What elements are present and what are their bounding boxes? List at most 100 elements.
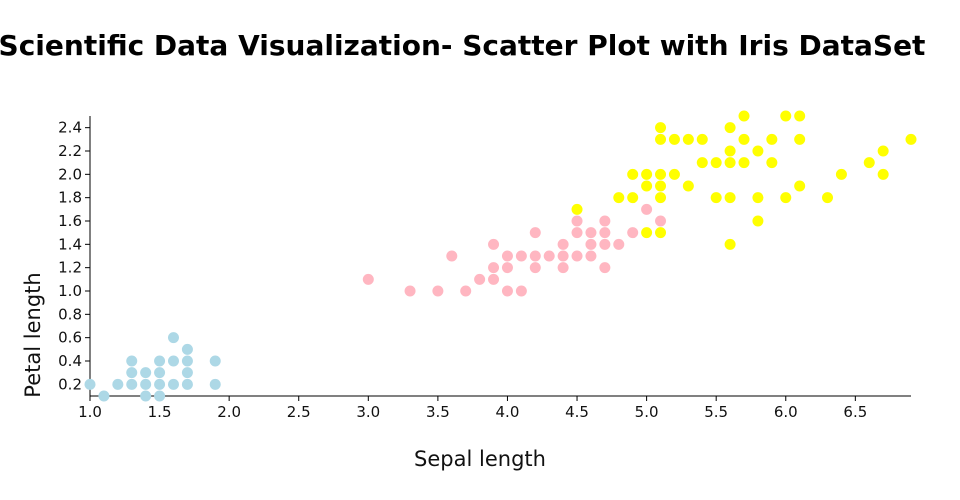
data-point xyxy=(501,250,513,262)
data-point xyxy=(167,378,179,390)
data-point xyxy=(905,133,917,145)
data-point xyxy=(724,238,736,250)
data-point xyxy=(752,192,764,204)
data-point xyxy=(655,192,667,204)
data-point xyxy=(362,273,374,285)
series-2 xyxy=(362,203,667,297)
data-point xyxy=(585,250,597,262)
data-point xyxy=(710,157,722,169)
data-point xyxy=(668,133,680,145)
data-point xyxy=(724,157,736,169)
y-tick-label: 1.6 xyxy=(58,212,82,230)
data-point xyxy=(154,390,166,402)
data-point xyxy=(710,192,722,204)
data-point xyxy=(501,262,513,274)
data-point xyxy=(181,355,193,367)
y-tick-label: 1.4 xyxy=(58,235,82,253)
data-point xyxy=(641,203,653,215)
data-point xyxy=(140,367,152,379)
data-point xyxy=(515,285,527,297)
data-point xyxy=(794,110,806,122)
data-point xyxy=(655,122,667,134)
data-point xyxy=(655,133,667,145)
data-point xyxy=(167,332,179,344)
data-point xyxy=(766,157,778,169)
y-tick-label: 1.2 xyxy=(58,259,82,277)
data-point xyxy=(529,227,541,239)
data-point xyxy=(571,203,583,215)
data-point xyxy=(181,378,193,390)
data-point xyxy=(641,180,653,192)
data-point xyxy=(877,145,889,157)
data-point xyxy=(752,145,764,157)
data-point xyxy=(209,355,221,367)
data-point xyxy=(613,192,625,204)
x-tick-label: 1.0 xyxy=(78,403,102,421)
data-point xyxy=(112,378,124,390)
x-tick-label: 2.0 xyxy=(217,403,241,421)
data-point xyxy=(126,378,138,390)
data-point xyxy=(655,168,667,180)
x-axis-label: Sepal length xyxy=(414,447,546,471)
data-point xyxy=(154,367,166,379)
y-tick-label: 0.4 xyxy=(58,352,82,370)
data-point xyxy=(154,355,166,367)
data-point xyxy=(599,227,611,239)
data-point xyxy=(780,110,792,122)
data-points xyxy=(84,110,917,402)
data-point xyxy=(877,168,889,180)
data-point xyxy=(599,262,611,274)
x-tick-label: 2.5 xyxy=(287,403,311,421)
data-point xyxy=(627,168,639,180)
data-point xyxy=(432,285,444,297)
data-point xyxy=(571,250,583,262)
data-point xyxy=(154,378,166,390)
data-point xyxy=(126,355,138,367)
data-point xyxy=(181,367,193,379)
data-point xyxy=(794,133,806,145)
y-tick-label: 2.2 xyxy=(58,142,82,160)
data-point xyxy=(140,390,152,402)
data-point xyxy=(668,168,680,180)
data-point xyxy=(181,343,193,355)
data-point xyxy=(724,122,736,134)
y-tick-label: 1.0 xyxy=(58,282,82,300)
data-point xyxy=(585,238,597,250)
data-point xyxy=(599,238,611,250)
x-tick-label: 5.5 xyxy=(704,403,728,421)
x-tick-label: 4.0 xyxy=(496,403,520,421)
data-point xyxy=(627,192,639,204)
data-point xyxy=(822,192,834,204)
series-3 xyxy=(571,110,917,250)
x-tick-label: 6.0 xyxy=(774,403,798,421)
data-point xyxy=(460,285,472,297)
data-point xyxy=(655,180,667,192)
data-point xyxy=(780,192,792,204)
data-point xyxy=(738,157,750,169)
data-point xyxy=(209,378,221,390)
data-point xyxy=(488,238,500,250)
chart-title: Scientific Data Visualization- Scatter P… xyxy=(0,29,925,62)
data-point xyxy=(404,285,416,297)
data-point xyxy=(682,180,694,192)
x-tick-label: 3.0 xyxy=(356,403,380,421)
data-point xyxy=(641,168,653,180)
data-point xyxy=(84,378,96,390)
y-axis-label: Petal length xyxy=(21,272,45,397)
data-point xyxy=(515,250,527,262)
y-ticks: 0.2 0.4 0.6 0.8 1.0 1.2 1.4 1.6 1.8 2.0 2.2 2.4 xyxy=(58,119,90,393)
data-point xyxy=(724,145,736,157)
data-point xyxy=(557,250,569,262)
data-point xyxy=(571,227,583,239)
x-tick-label: 5.0 xyxy=(635,403,659,421)
axes xyxy=(89,116,911,397)
data-point xyxy=(682,133,694,145)
data-point xyxy=(529,250,541,262)
data-point xyxy=(835,168,847,180)
data-point xyxy=(488,273,500,285)
data-point xyxy=(599,215,611,227)
data-point xyxy=(766,133,778,145)
data-point xyxy=(627,227,639,239)
data-point xyxy=(474,273,486,285)
